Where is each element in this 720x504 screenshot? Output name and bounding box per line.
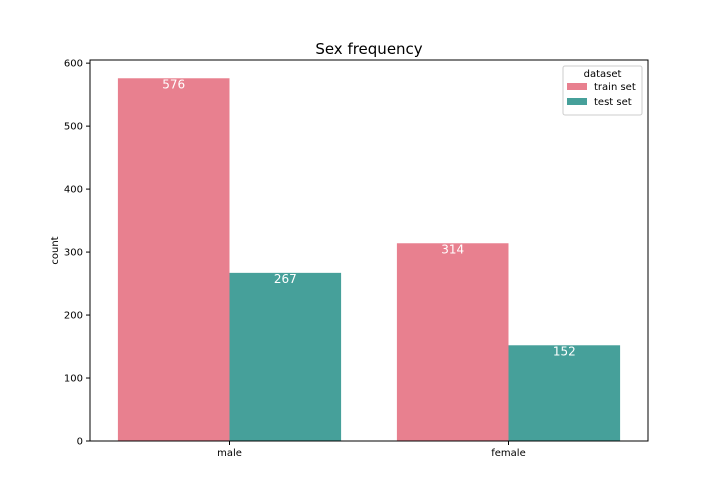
bar-train-set-female	[396, 243, 509, 441]
y-axis: 0 100 200 300 400 500 600	[64, 59, 90, 448]
x-axis: male female	[217, 441, 526, 459]
y-tick-label: 100	[64, 374, 83, 385]
legend-entry-label: train set	[594, 82, 636, 93]
plot-frame	[89, 59, 649, 442]
y-tick-label: 500	[64, 122, 83, 133]
bar-test-set-male	[229, 272, 342, 441]
y-tick-label: 600	[64, 59, 83, 70]
legend-swatch	[567, 83, 587, 90]
legend-items: train set test set	[567, 82, 636, 108]
bar-value-label: 314	[441, 242, 464, 256]
y-tick-label: 200	[64, 311, 83, 322]
y-axis-label: count	[50, 236, 61, 264]
x-tick-label: female	[491, 448, 525, 459]
y-tick-label: 400	[64, 185, 83, 196]
x-tick-label: male	[217, 448, 242, 459]
bar-value-label: 267	[274, 272, 297, 286]
y-tick-label: 0	[77, 437, 83, 448]
legend: dataset train set test set	[562, 65, 643, 116]
y-tick-label: 300	[64, 248, 83, 259]
bar-value-label: 152	[553, 344, 576, 358]
legend-entry-label: test set	[594, 97, 632, 108]
bar-test-set-female	[508, 345, 621, 441]
bar-value-label: 576	[162, 77, 185, 91]
bar-labels-group: 576 267 314 152	[162, 77, 576, 358]
bar-train-set-male	[117, 78, 230, 441]
bars-group	[117, 78, 621, 441]
legend-title: dataset	[584, 69, 622, 80]
legend-swatch	[567, 98, 587, 105]
chart-title: Sex frequency	[315, 40, 422, 58]
